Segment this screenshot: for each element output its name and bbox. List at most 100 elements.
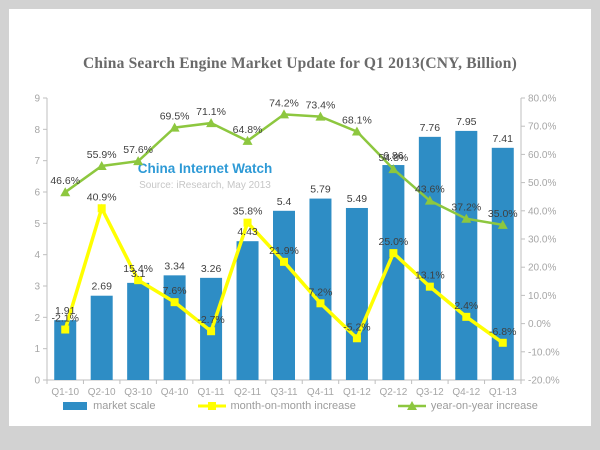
bar-value-label: 7.95 <box>456 116 477 128</box>
yoy-marker <box>424 195 435 205</box>
left-axis-tick-label: 2 <box>34 313 40 324</box>
yoy-marker <box>169 122 180 132</box>
mom-marker <box>316 299 325 308</box>
mom-marker <box>61 325 70 334</box>
bar-market-scale <box>455 130 478 380</box>
left-axis-tick-label: 9 <box>34 94 40 105</box>
mom-value-label: 35.8% <box>233 206 263 218</box>
bar-value-label: 6.86 <box>383 150 404 162</box>
mom-value-label: 13.1% <box>415 270 445 282</box>
yoy-value-label: 35.0% <box>488 208 518 220</box>
mom-marker <box>352 334 361 343</box>
mom-value-label: 25.0% <box>378 236 408 248</box>
mom-marker <box>243 218 252 227</box>
mom-marker <box>134 276 143 285</box>
bar-market-scale <box>382 165 405 380</box>
watermark-source-text: Source: iResearch, May 2013 <box>139 180 271 191</box>
mom-value-label: -2.1% <box>52 313 79 325</box>
x-axis-category-label: Q4-11 <box>307 387 334 398</box>
left-axis-tick-label: 1 <box>34 344 40 355</box>
x-axis-category-label: Q1-12 <box>343 387 371 398</box>
line-square-swatch-icon <box>197 402 226 410</box>
right-axis-tick-label: 30.0% <box>528 235 556 246</box>
bar-market-scale <box>491 147 514 380</box>
yoy-marker <box>461 213 472 223</box>
mom-value-label: -6.8% <box>489 326 516 338</box>
chart-panel: China Search Engine Market Update for Q1… <box>9 9 591 426</box>
mom-marker <box>170 298 179 307</box>
x-axis-category-label: Q1-10 <box>51 387 79 398</box>
yoy-marker <box>279 109 289 119</box>
left-axis-tick-label: 4 <box>34 250 40 261</box>
x-axis-category-label: Q4-10 <box>161 387 189 398</box>
bar-value-label: 5.79 <box>310 184 331 196</box>
yoy-value-label: 55.9% <box>87 149 117 161</box>
yoy-value-label: 46.6% <box>50 175 80 187</box>
legend-item-market-scale: market scale <box>62 400 156 412</box>
bar-market-scale <box>273 210 295 380</box>
yoy-value-label: 37.2% <box>451 202 481 214</box>
legend-item-yoy-increase: year-on-year increase <box>397 400 538 412</box>
x-axis-category-label: Q2-10 <box>88 387 116 398</box>
bar-value-label: 5.4 <box>277 196 292 208</box>
yoy-value-label: 69.5% <box>160 111 190 123</box>
mom-value-label: 7.6% <box>163 285 187 297</box>
yoy-marker <box>206 118 217 128</box>
yoy-marker <box>60 187 71 197</box>
right-axis-tick-label: 60.0% <box>528 150 556 161</box>
watermark-text: China Internet Watch <box>138 161 273 176</box>
left-axis-tick-label: 8 <box>34 125 40 136</box>
right-axis-tick-label: 0.0% <box>528 319 551 330</box>
yoy-marker <box>96 160 107 170</box>
right-axis-tick-label: -10.0% <box>528 347 560 358</box>
yoy-marker <box>351 126 362 136</box>
legend-item-mom-increase: month-on-month increase <box>197 400 356 412</box>
mom-value-label: 40.9% <box>87 191 117 203</box>
x-axis-category-label: Q4-12 <box>452 387 480 398</box>
right-axis-tick-label: 50.0% <box>528 178 556 189</box>
left-axis-tick-label: 7 <box>34 156 40 167</box>
line-triangle-swatch-icon <box>397 401 426 410</box>
bar-value-label: 1.91 <box>55 305 76 317</box>
bar-value-label: 7.41 <box>493 133 514 145</box>
bar-market-scale <box>54 320 77 380</box>
bar-market-scale <box>127 282 150 380</box>
mom-value-label: 2.4% <box>454 300 478 312</box>
mom-marker <box>280 257 288 266</box>
right-axis-tick-label: 10.0% <box>528 291 556 302</box>
legend-label-mom-increase: month-on-month increase <box>230 400 356 412</box>
bar-market-scale <box>163 275 186 380</box>
yoy-value-label: 54.8% <box>378 152 408 164</box>
x-axis-category-label: Q3-11 <box>270 387 297 398</box>
bar-market-scale <box>90 295 113 380</box>
x-axis-category-label: Q1-13 <box>489 387 517 398</box>
yoy-value-label: 74.2% <box>269 97 299 109</box>
right-axis-tick-label: 20.0% <box>528 263 556 274</box>
bar-value-label: 4.43 <box>237 226 258 238</box>
yoy-marker <box>315 111 326 121</box>
mom-marker <box>207 327 216 336</box>
bar-value-label: 5.49 <box>347 193 368 205</box>
x-axis-category-label: Q2-12 <box>379 387 407 398</box>
x-axis-category-label: Q3-12 <box>416 387 444 398</box>
bar-value-label: 3.1 <box>131 268 146 280</box>
yoy-marker <box>388 164 399 174</box>
yoy-value-label: 43.6% <box>415 184 445 196</box>
yoy-marker <box>497 219 508 229</box>
legend-label-market-scale: market scale <box>93 400 156 412</box>
legend-label-yoy-increase: year-on-year increase <box>430 400 538 412</box>
x-axis-category-label: Q1-11 <box>198 387 225 398</box>
x-axis-category-label: Q2-11 <box>234 387 261 398</box>
mom-marker <box>498 338 507 347</box>
bar-value-label: 7.76 <box>420 122 441 134</box>
mom-value-label: -2.7% <box>197 314 224 326</box>
mom-marker <box>97 204 106 213</box>
bar-market-scale <box>309 198 332 380</box>
mom-marker <box>389 249 398 258</box>
yoy-value-label: 64.8% <box>233 124 263 136</box>
right-axis-tick-label: 40.0% <box>528 206 556 217</box>
chart-title: China Search Engine Market Update for Q1… <box>83 55 517 72</box>
mom-value-label: -5.2% <box>343 321 370 333</box>
yoy-marker <box>242 135 253 145</box>
bar-value-label: 2.69 <box>91 281 112 293</box>
